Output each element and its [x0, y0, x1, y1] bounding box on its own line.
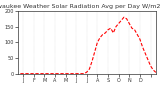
Title: Milwaukee Weather Solar Radiation Avg per Day W/m2/minute: Milwaukee Weather Solar Radiation Avg pe… [0, 4, 160, 9]
